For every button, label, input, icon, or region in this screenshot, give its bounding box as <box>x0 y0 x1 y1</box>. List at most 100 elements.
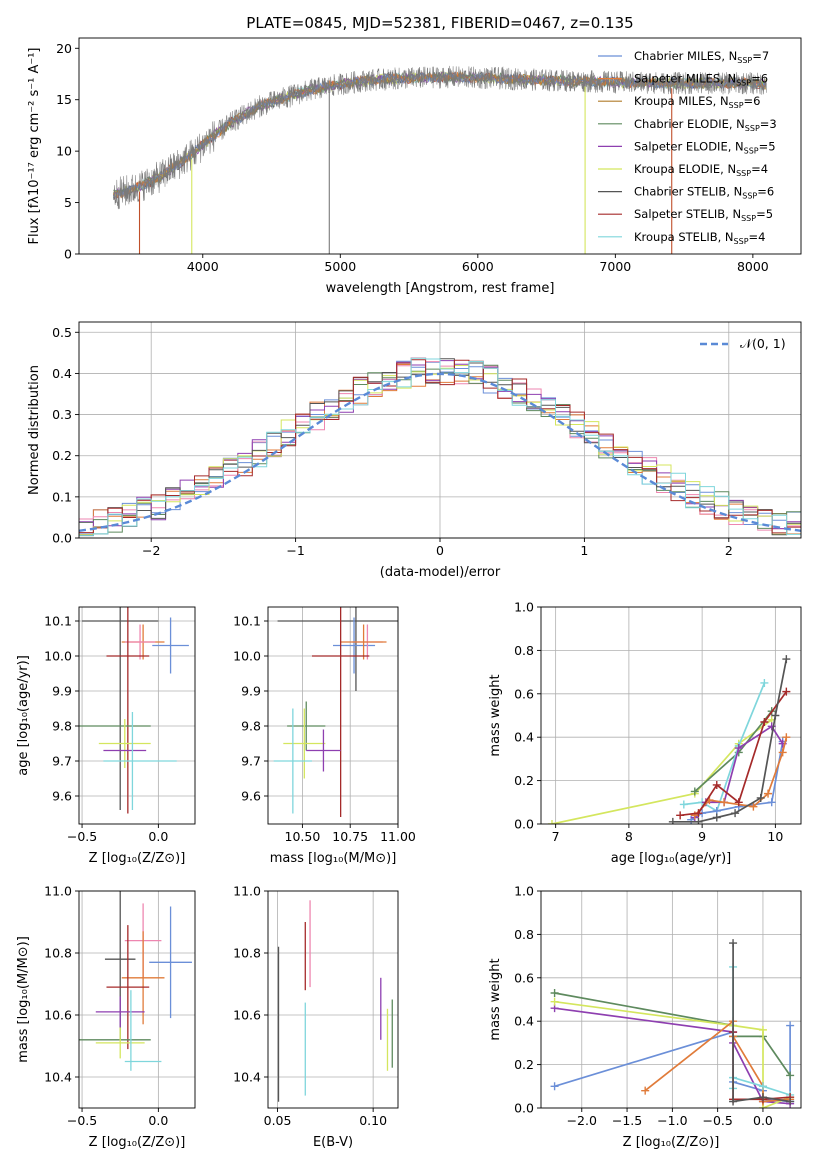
plot-frame <box>78 606 196 825</box>
mass-weight-panel-7: −2.0 −1.5 −1.0 −0.5 0.0 0.0 0.2 0.4 0.6 0.8 1.0 Z [… <box>488 884 802 1150</box>
x-tick-label: −0.5 <box>67 1113 97 1128</box>
y-tick-label: 1.0 <box>514 884 534 899</box>
plus-marker <box>720 798 729 807</box>
x-tick-label: 11.00 <box>380 829 416 844</box>
mass-weight-line <box>732 1032 791 1101</box>
y-tick-label: 9.8 <box>241 719 261 734</box>
plus-marker <box>767 798 776 807</box>
x-tick-label: −1 <box>286 543 304 558</box>
x-tick-label: 10.75 <box>332 829 368 844</box>
y-tick-label: 10.0 <box>44 649 72 664</box>
errorbar-panel-6: 0.05 0.10 10.4 10.6 10.8 11.0 E(B-V) <box>233 884 399 1150</box>
x-tick-label: 6000 <box>462 259 494 274</box>
histogram-step-series <box>79 357 801 536</box>
plot-frame <box>267 890 399 1109</box>
plot-frame <box>540 890 802 1109</box>
y-axis-label: mass [log₁₀(M/M⊙)] <box>16 936 31 1063</box>
y-tick-label: 10.0 <box>233 649 261 664</box>
x-tick-label: −1.0 <box>657 1113 687 1128</box>
gaussian-reference-curve <box>79 372 801 532</box>
plot-area <box>547 655 791 824</box>
plus-marker <box>712 813 721 822</box>
x-tick-label: 0.05 <box>264 1113 292 1128</box>
x-tick-label: −0.5 <box>702 1113 732 1128</box>
y-tick-label: 10.8 <box>233 946 261 961</box>
y-tick-label: 10.1 <box>44 614 72 629</box>
plus-marker <box>767 722 776 731</box>
plus-marker <box>676 811 685 820</box>
plot-frame <box>78 37 802 255</box>
x-tick-label: 5000 <box>324 259 356 274</box>
plus-marker <box>782 733 791 742</box>
plot-area <box>79 607 189 814</box>
y-axis-label: age [log₁₀(age/yr)] <box>16 655 31 776</box>
errorbar-panel-5: −0.5 0.0 10.4 10.6 10.8 11.0 Z [log₁₀(Z/Z⊙)] ma… <box>16 884 196 1150</box>
y-tick-label: 0.5 <box>52 325 72 340</box>
legend-label: Salpeter STELIB, NSSP=5 <box>634 207 773 223</box>
x-tick-label: 0.0 <box>148 829 168 844</box>
errorbar-panel-2: −0.5 0.0 9.6 9.7 9.8 9.9 10.0 10.1 Z [log₁₀(Z/Z⊙… <box>16 606 196 866</box>
plus-marker <box>786 1071 795 1080</box>
x-tick-label: −0.5 <box>67 829 97 844</box>
mass-weight-line <box>732 967 791 1096</box>
y-tick-label: 9.9 <box>52 684 72 699</box>
y-tick-label: 0.2 <box>514 1057 534 1072</box>
y-tick-label: 10 <box>56 144 72 159</box>
plus-marker <box>690 787 699 796</box>
plus-marker <box>758 1082 767 1091</box>
residual-histogram-panel: 𝒩(0, 1) −2 −1 0 1 2 0.0 0.1 0.2 0.3 0.4 0.5 (data-mo… <box>27 321 802 580</box>
plus-marker <box>731 809 740 818</box>
x-tick-label: −2.0 <box>567 1113 597 1128</box>
y-tick-label: 0.2 <box>52 448 72 463</box>
plus-marker <box>782 655 791 664</box>
x-axis-label: Z [log₁₀(Z/Z⊙)] <box>89 1135 186 1150</box>
plus-marker <box>641 1086 650 1095</box>
x-tick-label: −2 <box>142 543 160 558</box>
x-tick-label: 10.50 <box>285 829 321 844</box>
plus-marker <box>786 1097 795 1106</box>
plus-marker <box>756 793 765 802</box>
y-tick-label: 0.0 <box>514 1101 534 1116</box>
legend-label: Kroupa STELIB, NSSP=4 <box>634 230 765 246</box>
y-tick-label: 0.1 <box>52 489 72 504</box>
errorbar-panel-3: 10.50 10.75 11.00 9.6 9.7 9.8 9.9 10.0 10.1 mass … <box>233 606 416 866</box>
y-tick-label: 0.0 <box>52 531 72 546</box>
y-tick-label: 0.4 <box>52 366 72 381</box>
x-tick-label: 9 <box>698 829 706 844</box>
x-tick-label: 7 <box>552 829 560 844</box>
x-axis-label: age [log₁₀(age/yr)] <box>611 851 732 866</box>
x-tick-label: 0.0 <box>753 1113 773 1128</box>
legend-label: Chabrier ELODIE, NSSP=3 <box>634 117 777 133</box>
mass-weight-line <box>680 691 788 817</box>
y-tick-label: 1.0 <box>514 600 534 615</box>
plot-area <box>79 357 801 537</box>
plus-marker <box>729 1097 738 1106</box>
plus-marker <box>771 711 780 720</box>
plus-marker <box>749 802 758 811</box>
x-axis-label: (data-model)/error <box>380 565 501 580</box>
y-tick-label: 0.0 <box>514 817 534 832</box>
y-tick-label: 0.8 <box>514 927 534 942</box>
mass-weight-line <box>672 658 788 823</box>
plot-frame <box>267 606 399 825</box>
plus-marker <box>734 798 743 807</box>
y-tick-label: 10.6 <box>233 1008 261 1023</box>
plus-marker <box>550 997 559 1006</box>
plot-area <box>550 939 795 1108</box>
x-tick-label: 10 <box>767 829 783 844</box>
mass-weight-line <box>732 943 791 1103</box>
y-axis-label: Flux [fλ10⁻¹⁷ erg cm⁻² s⁻¹ A⁻¹] <box>27 48 42 245</box>
x-tick-label: 8000 <box>737 259 769 274</box>
plus-marker <box>778 748 787 757</box>
x-axis-label: Z [log₁₀(Z/Z⊙)] <box>623 1135 720 1150</box>
plus-marker <box>729 939 738 948</box>
plus-marker <box>712 780 721 789</box>
y-tick-label: 15 <box>56 92 72 107</box>
plot-area <box>277 900 393 1102</box>
plus-marker <box>782 687 791 696</box>
y-axis-label: mass weight <box>488 674 503 756</box>
plus-marker <box>758 1093 767 1102</box>
y-tick-label: 0.6 <box>514 970 534 985</box>
y-tick-label: 11.0 <box>233 884 261 899</box>
